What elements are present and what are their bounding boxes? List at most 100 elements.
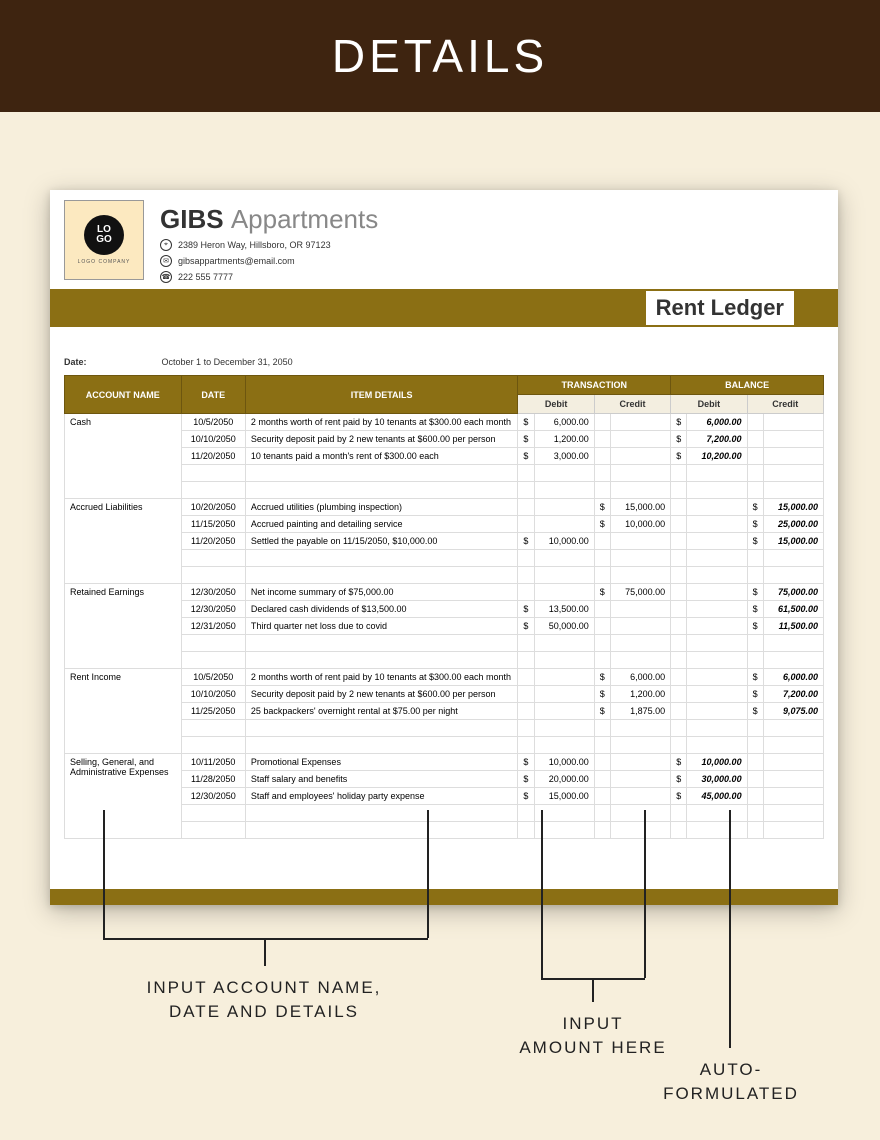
cell-blank — [610, 652, 670, 669]
cell-cur — [594, 448, 610, 465]
company-info: GIBS Appartments ⌖ 2389 Heron Way, Hills… — [160, 200, 824, 283]
phone-icon: ☎ — [160, 271, 172, 283]
th-b-credit: Credit — [747, 395, 823, 414]
cell-date: 10/10/2050 — [181, 686, 245, 703]
cell-blank — [671, 465, 687, 482]
cell-cur — [518, 516, 534, 533]
cell-blank — [610, 635, 670, 652]
cell-blank — [610, 550, 670, 567]
cell-blank — [181, 652, 245, 669]
cell-item: Staff salary and benefits — [245, 771, 518, 788]
cell-blank — [687, 720, 747, 737]
logo-circle: LO GO — [84, 215, 124, 255]
cell-cur: $ — [518, 754, 534, 771]
cell-cur: $ — [747, 601, 763, 618]
th-t-credit: Credit — [594, 395, 670, 414]
cell-t-debit — [534, 669, 594, 686]
cell-b-credit: 61,500.00 — [763, 601, 823, 618]
cell-blank — [610, 737, 670, 754]
cell-blank — [181, 465, 245, 482]
cell-b-credit — [763, 431, 823, 448]
cell-blank — [181, 550, 245, 567]
cell-blank — [594, 822, 610, 839]
cell-b-credit: 11,500.00 — [763, 618, 823, 635]
cell-blank — [610, 482, 670, 499]
company-name-bold: GIBS — [160, 204, 224, 234]
cell-cur: $ — [518, 618, 534, 635]
cell-b-debit — [687, 533, 747, 550]
cell-cur — [671, 669, 687, 686]
cell-cur — [594, 431, 610, 448]
cell-blank — [245, 482, 518, 499]
sheet-footer — [50, 889, 838, 905]
cell-cur — [671, 516, 687, 533]
cell-cur: $ — [594, 499, 610, 516]
anno1-text: INPUT ACCOUNT NAME, DATE AND DETAILS — [147, 978, 382, 1021]
cell-t-credit: 15,000.00 — [610, 499, 670, 516]
cell-cur: $ — [671, 754, 687, 771]
cell-t-credit: 10,000.00 — [610, 516, 670, 533]
cell-blank — [747, 822, 763, 839]
cell-t-debit — [534, 686, 594, 703]
cell-blank — [534, 652, 594, 669]
cell-blank — [534, 822, 594, 839]
cell-blank — [687, 567, 747, 584]
cell-cur — [671, 618, 687, 635]
cell-blank — [518, 550, 534, 567]
cell-account: Selling, General, and Administrative Exp… — [65, 754, 182, 839]
cell-item: Staff and employees' holiday party expen… — [245, 788, 518, 805]
email-row: ✉ gibsappartments@email.com — [160, 255, 824, 267]
cell-blank — [671, 720, 687, 737]
cell-b-credit: 15,000.00 — [763, 499, 823, 516]
ledger-table: ACCOUNT NAME DATE ITEM DETAILS TRANSACTI… — [64, 375, 824, 839]
cell-blank — [594, 567, 610, 584]
cell-blank — [763, 822, 823, 839]
cell-cur: $ — [747, 516, 763, 533]
cell-blank — [594, 550, 610, 567]
cell-cur — [671, 499, 687, 516]
anno1-left-v — [103, 810, 105, 938]
cell-date: 10/10/2050 — [181, 431, 245, 448]
cell-cur — [671, 584, 687, 601]
cell-blank — [594, 635, 610, 652]
cell-blank — [245, 805, 518, 822]
cell-t-debit: 10,000.00 — [534, 533, 594, 550]
anno1-label: INPUT ACCOUNT NAME, DATE AND DETAILS — [112, 976, 416, 1024]
cell-cur — [594, 771, 610, 788]
cell-blank — [610, 567, 670, 584]
cell-t-debit: 10,000.00 — [534, 754, 594, 771]
cell-blank — [518, 465, 534, 482]
banner: DETAILS — [0, 0, 880, 112]
cell-b-debit — [687, 618, 747, 635]
cell-date: 11/15/2050 — [181, 516, 245, 533]
cell-blank — [245, 550, 518, 567]
cell-blank — [181, 482, 245, 499]
cell-t-debit — [534, 703, 594, 720]
cell-date: 12/30/2050 — [181, 788, 245, 805]
cell-item: Third quarter net loss due to covid — [245, 618, 518, 635]
cell-t-credit: 1,875.00 — [610, 703, 670, 720]
cell-blank — [534, 737, 594, 754]
cell-blank — [687, 652, 747, 669]
cell-cur — [594, 788, 610, 805]
cell-date: 11/20/2050 — [181, 533, 245, 550]
cell-cur: $ — [518, 431, 534, 448]
cell-b-debit: 10,200.00 — [687, 448, 747, 465]
cell-blank — [763, 465, 823, 482]
cell-blank — [671, 550, 687, 567]
cell-b-credit: 9,075.00 — [763, 703, 823, 720]
cell-blank — [687, 805, 747, 822]
cell-blank — [763, 737, 823, 754]
cell-t-credit — [610, 771, 670, 788]
date-meta: Date: October 1 to December 31, 2050 — [50, 327, 838, 375]
cell-b-debit — [687, 601, 747, 618]
cell-cur — [747, 448, 763, 465]
cell-b-debit — [687, 499, 747, 516]
company-name: GIBS Appartments — [160, 204, 824, 235]
table-row: Rent Income10/5/20502 months worth of re… — [65, 669, 824, 686]
sheet-header: LO GO LOGO COMPANY GIBS Appartments ⌖ 23… — [50, 190, 838, 289]
cell-item: Declared cash dividends of $13,500.00 — [245, 601, 518, 618]
anno1-right-v — [427, 810, 429, 938]
ledger-tbody: Cash10/5/20502 months worth of rent paid… — [65, 414, 824, 839]
cell-blank — [687, 465, 747, 482]
